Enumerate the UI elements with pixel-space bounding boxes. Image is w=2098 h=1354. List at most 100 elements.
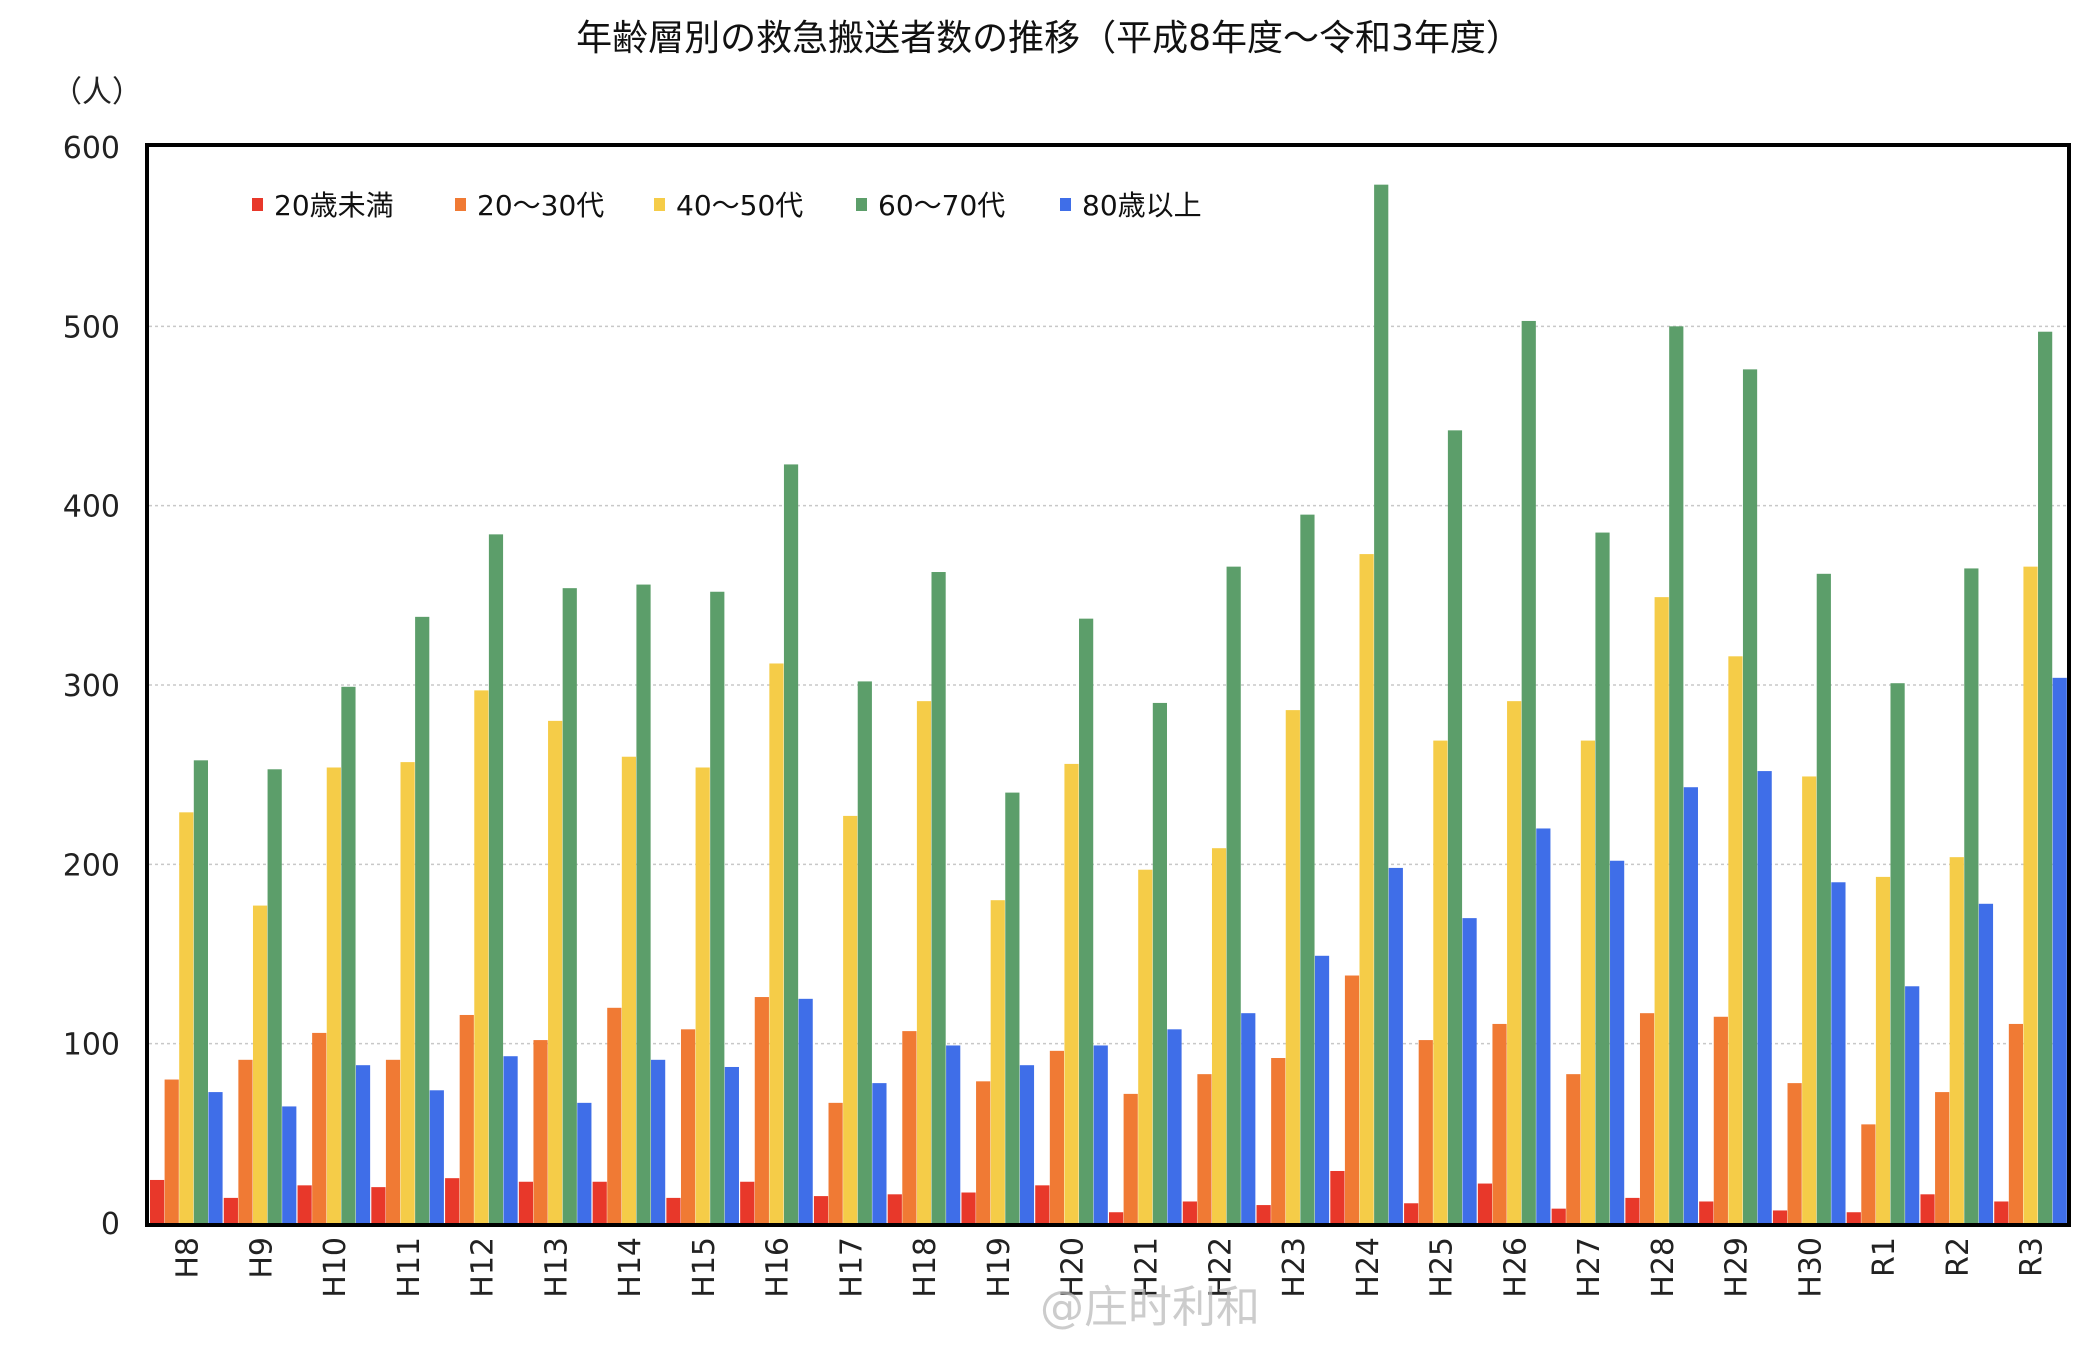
y-axis-ticks: 0 100 200 300 400 500 600 bbox=[63, 131, 120, 1242]
x-tick-label: H9 bbox=[244, 1237, 279, 1279]
bar-20～30代-H24 bbox=[1344, 975, 1360, 1223]
bar-40～50代-H8 bbox=[179, 812, 194, 1223]
bar-20歳未満-H14 bbox=[592, 1181, 607, 1223]
bar-60～70代-H23 bbox=[1300, 514, 1315, 1223]
bar-20～30代-H27 bbox=[1566, 1074, 1581, 1223]
bar-60～70代-H20 bbox=[1079, 618, 1094, 1223]
bar-80歳以上-H8 bbox=[208, 1092, 223, 1223]
bar-40～50代-H11 bbox=[400, 762, 415, 1223]
x-tick-label: H25 bbox=[1425, 1237, 1460, 1298]
bar-20～30代-H10 bbox=[312, 1032, 327, 1223]
x-tick-label: H18 bbox=[908, 1237, 943, 1298]
x-tick-label: R2 bbox=[1941, 1237, 1976, 1277]
bar-20～30代-H11 bbox=[385, 1059, 401, 1223]
bar-20～30代-H25 bbox=[1418, 1040, 1433, 1223]
x-tick-label: H29 bbox=[1720, 1237, 1755, 1298]
bar-20歳未満-H29 bbox=[1699, 1201, 1714, 1223]
x-tick-label: H16 bbox=[761, 1237, 796, 1298]
bar-20～30代-H30 bbox=[1787, 1083, 1802, 1223]
x-tick-label: H13 bbox=[539, 1237, 574, 1298]
legend-swatch-20歳未満 bbox=[252, 198, 263, 211]
legend-label: 20～30代 bbox=[477, 189, 604, 222]
bar-80歳以上-H14 bbox=[651, 1059, 666, 1223]
bar-20歳未満-H19 bbox=[961, 1192, 976, 1223]
bar-60～70代-H18 bbox=[931, 572, 946, 1223]
bar-20歳未満-H9 bbox=[223, 1197, 238, 1223]
y-axis-unit-label: （人） bbox=[52, 75, 142, 110]
y-tick-label: 0 bbox=[101, 1207, 120, 1242]
bar-20～30代-H12 bbox=[459, 1014, 474, 1223]
bar-80歳以上-H12 bbox=[503, 1056, 518, 1223]
bar-20歳未満-H28 bbox=[1625, 1197, 1640, 1223]
bar-20～30代-H9 bbox=[238, 1059, 253, 1223]
bar-20歳未満-H21 bbox=[1109, 1212, 1124, 1223]
bar-60～70代-H21 bbox=[1152, 702, 1167, 1223]
bar-20歳未満-H22 bbox=[1182, 1201, 1197, 1223]
bar-20歳未満-H10 bbox=[297, 1185, 312, 1223]
bar-40～50代-H13 bbox=[548, 720, 563, 1223]
bar-20～30代-R3 bbox=[2008, 1023, 2024, 1223]
bar-60～70代-R2 bbox=[1964, 568, 1979, 1223]
bar-80歳以上-H22 bbox=[1241, 1013, 1256, 1223]
bar-80歳以上-H11 bbox=[429, 1090, 444, 1223]
bar-80歳以上-H26 bbox=[1536, 828, 1551, 1223]
bar-80歳以上-H16 bbox=[798, 998, 813, 1223]
legend-swatch-40～50代 bbox=[654, 198, 665, 211]
bar-20歳未満-H11 bbox=[371, 1187, 386, 1223]
bar-20～30代-H16 bbox=[754, 997, 769, 1223]
bar-20歳未満-H16 bbox=[740, 1181, 755, 1223]
legend-swatch-60～70代 bbox=[856, 198, 867, 211]
x-tick-label: H17 bbox=[834, 1237, 869, 1298]
bar-60～70代-H16 bbox=[783, 464, 799, 1223]
bar-80歳以上-H19 bbox=[1019, 1065, 1035, 1223]
bar-40～50代-H16 bbox=[769, 663, 784, 1223]
bar-60～70代-H15 bbox=[710, 591, 725, 1223]
bar-60～70代-H27 bbox=[1595, 532, 1610, 1223]
legend-label: 80歳以上 bbox=[1082, 189, 1202, 222]
bar-60～70代-H28 bbox=[1669, 326, 1684, 1224]
bar-20歳未満-H12 bbox=[445, 1178, 460, 1223]
y-tick-label: 300 bbox=[63, 669, 120, 704]
bar-20～30代-H23 bbox=[1271, 1058, 1286, 1223]
bar-20～30代-R1 bbox=[1861, 1124, 1876, 1223]
bar-20歳未満-H25 bbox=[1404, 1203, 1419, 1223]
bar-20～30代-H21 bbox=[1123, 1093, 1138, 1223]
bar-80歳以上-H9 bbox=[282, 1106, 297, 1223]
legend-label: 20歳未満 bbox=[274, 189, 394, 222]
bar-80歳以上-H28 bbox=[1683, 787, 1698, 1223]
bar-20歳未満-H27 bbox=[1551, 1208, 1566, 1223]
bar-20～30代-H19 bbox=[976, 1081, 991, 1223]
bar-60～70代-H26 bbox=[1521, 320, 1536, 1223]
x-tick-label: H21 bbox=[1130, 1237, 1165, 1298]
bar-20～30代-H26 bbox=[1492, 1023, 1507, 1223]
bar-80歳以上-H20 bbox=[1093, 1045, 1108, 1223]
bar-40～50代-H19 bbox=[990, 900, 1005, 1223]
x-tick-label: R3 bbox=[2015, 1237, 2050, 1277]
x-axis-ticks: H8 H9 H10 H11 H12 H13 H14 H15 H16 H17 H18 H19 H20 H21… bbox=[171, 1237, 2050, 1298]
bar-40～50代-R3 bbox=[2023, 566, 2038, 1223]
bar-20～30代-H15 bbox=[680, 1029, 696, 1223]
bar-60～70代-R1 bbox=[1890, 683, 1905, 1223]
bar-40～50代-H20 bbox=[1064, 763, 1079, 1223]
bar-80歳以上-R1 bbox=[1905, 986, 1920, 1223]
legend-swatch-80歳以上 bbox=[1060, 198, 1071, 211]
bar-20～30代-H8 bbox=[164, 1079, 179, 1223]
bar-60～70代-H30 bbox=[1816, 573, 1831, 1223]
bar-60～70代-H8 bbox=[193, 760, 208, 1223]
bar-20歳未満-H20 bbox=[1035, 1185, 1050, 1223]
bar-80歳以上-H25 bbox=[1462, 918, 1477, 1223]
legend-label: 40～50代 bbox=[676, 189, 803, 222]
x-tick-label: H23 bbox=[1277, 1237, 1312, 1298]
bar-20歳未満-H18 bbox=[887, 1194, 902, 1223]
bar-80歳以上-H29 bbox=[1757, 771, 1772, 1223]
bar-60～70代-H10 bbox=[341, 686, 356, 1223]
gridlines bbox=[149, 325, 2067, 1045]
y-tick-label: 200 bbox=[63, 848, 120, 883]
bar-60～70代-H11 bbox=[415, 616, 430, 1223]
x-tick-label: H8 bbox=[171, 1237, 206, 1279]
bar-40～50代-H10 bbox=[326, 767, 341, 1223]
bars bbox=[150, 184, 2067, 1224]
bar-60～70代-H9 bbox=[267, 769, 282, 1223]
